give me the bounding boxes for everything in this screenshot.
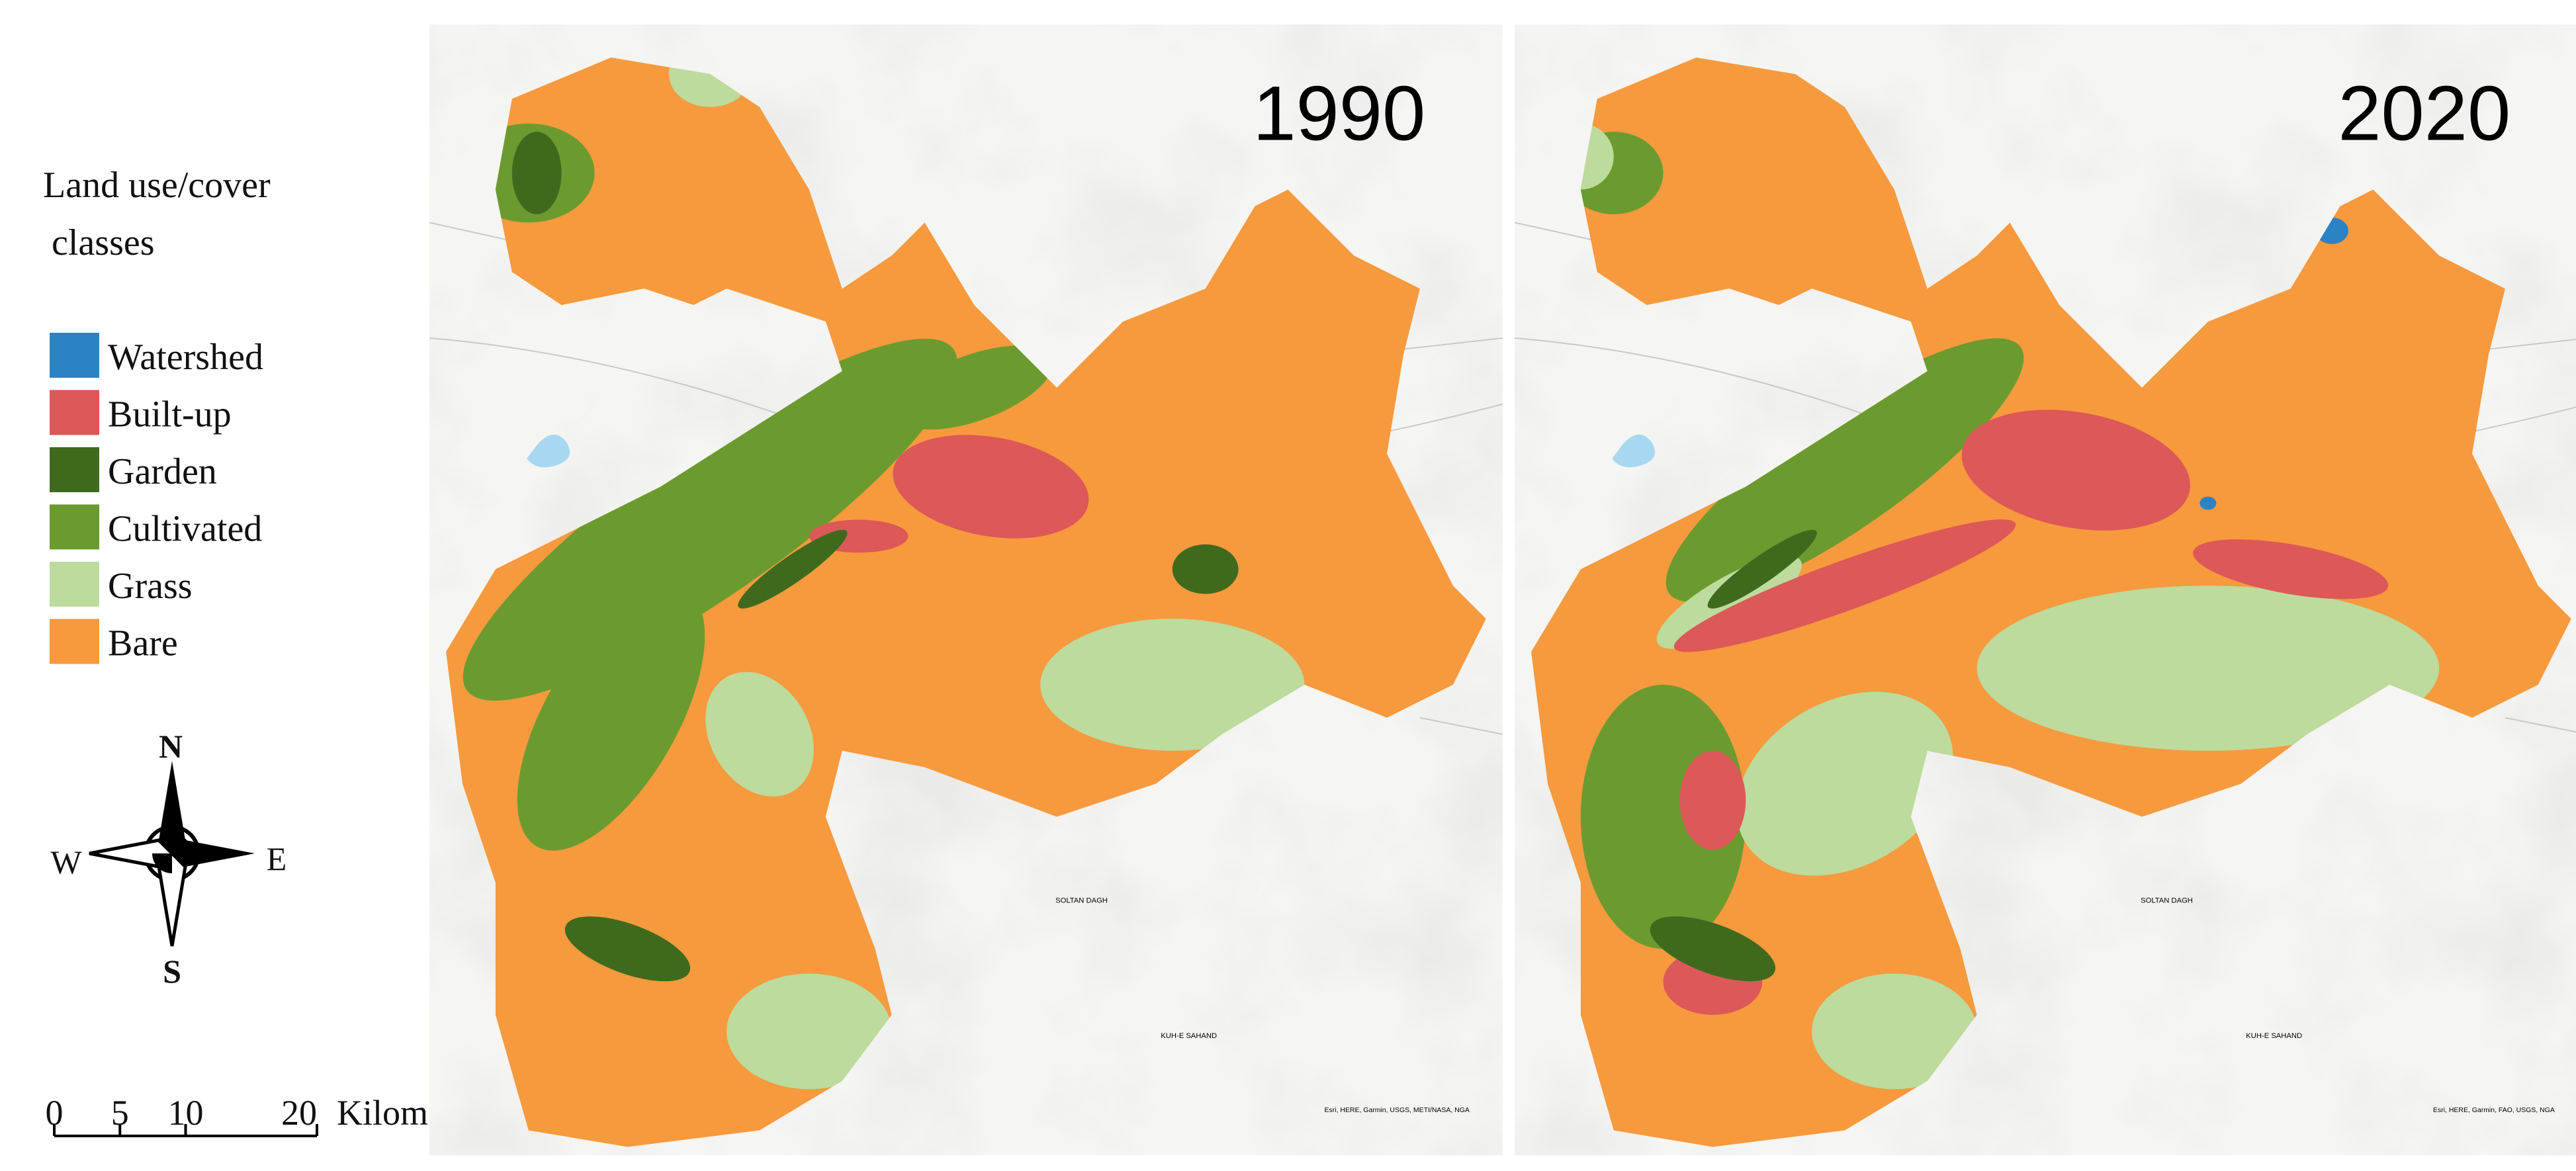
map-credit: Esri, HERE, Garmin, FAO, USGS, NGA — [2433, 1107, 2555, 1114]
compass-south: S — [163, 953, 181, 990]
legend-swatch — [50, 390, 99, 435]
map-panel: 1990 SOLTAN DAGH KUH-E SAHAND Esri, HERE, G… — [429, 24, 1503, 1156]
land-class-base — [445, 57, 1486, 1147]
land-class-patch — [1736, 691, 1953, 876]
land-class-patch — [1707, 529, 1817, 609]
land-class-patch — [1812, 973, 1977, 1090]
land-class-patch — [2193, 539, 2389, 599]
land-class-patch — [2199, 496, 2217, 510]
scale-tick-label: 20 — [281, 1093, 317, 1133]
legend-label: Watershed — [108, 337, 263, 378]
land-class-patch — [1673, 519, 2016, 652]
map-credit: Esri, HERE, Garmin, USGS, METI/NASA, NGA — [1325, 1107, 1470, 1114]
land-class-patch — [1679, 750, 1746, 850]
land-class-patch — [1040, 619, 1305, 751]
land-class-patch — [1580, 685, 1746, 949]
legend-swatch — [50, 447, 99, 492]
land-cover — [1531, 57, 2571, 1147]
land-class-base — [1531, 57, 2571, 1147]
scale-tick-label: 10 — [168, 1093, 204, 1133]
legend-label: Grass — [108, 566, 193, 607]
scale-tick-label: 0 — [46, 1093, 64, 1133]
place-label: SOLTAN DAGH — [1055, 896, 1108, 904]
land-cover — [445, 57, 1486, 1147]
land-class-patch — [705, 672, 814, 797]
land-class-patch — [1172, 544, 1239, 594]
map-panel: 2020 SOLTAN DAGH KUH-E SAHAND Esri, HERE, G… — [1514, 24, 2576, 1156]
legend-swatch — [50, 619, 99, 664]
legend-label: Garden — [108, 451, 217, 492]
land-class-patch — [893, 435, 1089, 539]
lake — [1612, 434, 1656, 468]
legend-swatch — [50, 562, 99, 607]
land-class-patch — [511, 132, 562, 214]
place-label: KUH-E SAHAND — [1161, 1032, 1217, 1040]
land-class-patch — [1961, 410, 2190, 531]
compass-east: E — [267, 840, 287, 877]
land-class-patch — [463, 338, 957, 701]
map-year: 1990 — [1253, 70, 1425, 157]
place-label: KUH-E SAHAND — [2246, 1032, 2302, 1040]
scale-bar: 0 5 10 20 Kilometers — [46, 1093, 496, 1137]
maps: 1990 SOLTAN DAGH KUH-E SAHAND Esri, HERE, G… — [429, 24, 2576, 1156]
compass-west: W — [50, 844, 82, 881]
land-class-patch — [517, 585, 705, 851]
land-class-patch — [738, 529, 848, 609]
land-class-patch — [1650, 916, 1776, 982]
legend-swatch — [50, 504, 99, 550]
scale-tick-label: 5 — [111, 1093, 129, 1133]
legend-title: Land use/cover — [43, 165, 271, 206]
legend-swatch — [50, 333, 99, 378]
legend-subtitle: classes — [52, 222, 155, 263]
lake — [527, 434, 570, 468]
map-year: 2020 — [2338, 70, 2510, 157]
land-class-patch — [727, 973, 892, 1090]
land-class-patch — [1976, 586, 2440, 751]
compass: N S W E — [50, 728, 287, 990]
land-class-patch — [564, 916, 691, 982]
legend: Watershed Built-up Garden Cultivated Grass Ba… — [50, 333, 263, 664]
legend-label: Cultivated — [108, 509, 262, 550]
legend-label: Built-up — [108, 394, 232, 435]
land-class-patch — [1666, 338, 2024, 602]
legend-label: Bare — [108, 623, 178, 664]
land-class-patch — [895, 345, 1053, 430]
place-label: SOLTAN DAGH — [2141, 896, 2193, 904]
compass-north: N — [159, 728, 183, 765]
